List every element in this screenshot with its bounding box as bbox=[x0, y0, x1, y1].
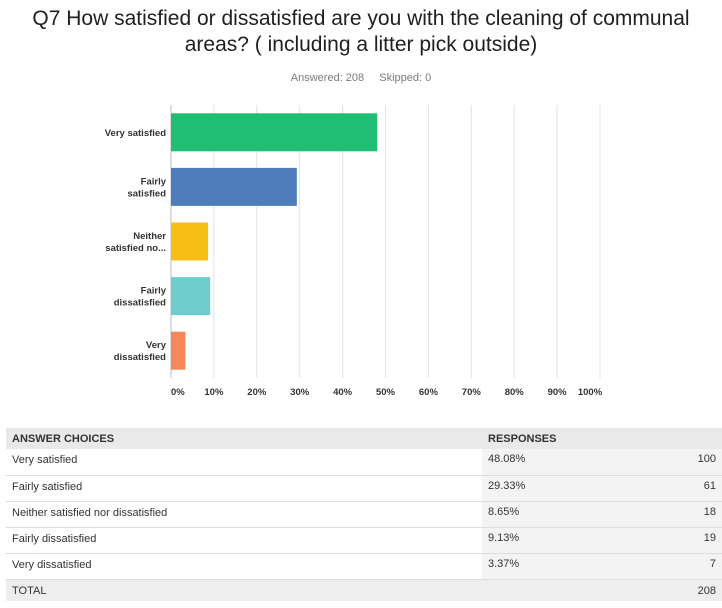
table-row: Very dissatisfied 3.37% 7 bbox=[6, 553, 722, 580]
x-tick-label: 60% bbox=[419, 387, 439, 398]
x-tick-label: 0% bbox=[171, 387, 185, 398]
response-count: 7 bbox=[622, 553, 722, 580]
category-label: Neither bbox=[133, 231, 166, 242]
category-label: Fairly bbox=[141, 176, 167, 187]
x-tick-label: 50% bbox=[376, 387, 396, 398]
category-label: Very satisfied bbox=[105, 128, 166, 139]
x-tick-label: 30% bbox=[290, 387, 310, 398]
bar bbox=[171, 277, 211, 316]
x-tick-label: 20% bbox=[247, 387, 267, 398]
question-title: Q7 How satisfied or dissatisfied are you… bbox=[0, 6, 722, 58]
response-percent: 29.33% bbox=[482, 475, 622, 502]
response-count: 61 bbox=[622, 475, 722, 502]
total-label: TOTAL bbox=[6, 579, 482, 601]
answered-count: Answered: 208 bbox=[290, 72, 365, 84]
response-percent: 8.65% bbox=[482, 501, 622, 528]
category-label: dissatisfied bbox=[114, 352, 166, 363]
x-tick-label: 70% bbox=[462, 387, 482, 398]
x-tick-label: 90% bbox=[548, 387, 568, 398]
bar-chart: Very satisfiedFairlysatisfiedNeithersati… bbox=[105, 105, 603, 398]
total-spacer bbox=[482, 579, 622, 601]
responses-header: RESPONSES bbox=[482, 428, 722, 449]
category-label: dissatisfied bbox=[114, 298, 166, 309]
table-row: Fairly satisfied 29.33% 61 bbox=[6, 475, 722, 502]
total-row: TOTAL 208 bbox=[6, 579, 722, 601]
bar bbox=[171, 113, 378, 152]
response-count: 18 bbox=[622, 501, 722, 528]
response-percent: 48.08% bbox=[482, 449, 622, 476]
answer-choice: Fairly satisfied bbox=[6, 475, 482, 502]
table-header-row: ANSWER CHOICES RESPONSES bbox=[6, 428, 722, 449]
category-label: satisfied no... bbox=[105, 243, 166, 254]
x-tick-label: 100% bbox=[578, 387, 603, 398]
response-percent: 9.13% bbox=[482, 527, 622, 554]
total-count: 208 bbox=[622, 579, 722, 601]
skipped-count: Skipped: 0 bbox=[379, 72, 432, 84]
question-title-line-1: Q7 How satisfied or dissatisfied are you… bbox=[32, 7, 690, 30]
category-label: Fairly bbox=[141, 286, 167, 297]
answer-choices-header: ANSWER CHOICES bbox=[6, 428, 482, 449]
bar bbox=[171, 222, 209, 261]
question-title-line-2: areas? ( including a litter pick outside… bbox=[184, 33, 538, 56]
answer-table: ANSWER CHOICES RESPONSES Very satisfied … bbox=[6, 428, 722, 601]
answer-choice: Fairly dissatisfied bbox=[6, 527, 482, 554]
bar bbox=[171, 167, 297, 206]
response-summary: Answered: 208 Skipped: 0 bbox=[0, 72, 722, 84]
table-row: Fairly dissatisfied 9.13% 19 bbox=[6, 527, 722, 554]
x-tick-label: 40% bbox=[333, 387, 353, 398]
table-row: Very satisfied 48.08% 100 bbox=[6, 449, 722, 476]
response-count: 100 bbox=[622, 449, 722, 476]
category-label: satisfied bbox=[127, 188, 166, 199]
table-row: Neither satisfied nor dissatisfied 8.65%… bbox=[6, 501, 722, 528]
category-label: Very bbox=[146, 340, 167, 351]
answer-choice: Neither satisfied nor dissatisfied bbox=[6, 501, 482, 528]
x-tick-label: 10% bbox=[204, 387, 224, 398]
bar bbox=[171, 331, 186, 370]
answer-choice: Very dissatisfied bbox=[6, 553, 482, 580]
x-tick-label: 80% bbox=[505, 387, 525, 398]
answer-choice: Very satisfied bbox=[6, 449, 482, 476]
response-count: 19 bbox=[622, 527, 722, 554]
response-percent: 3.37% bbox=[482, 553, 622, 580]
